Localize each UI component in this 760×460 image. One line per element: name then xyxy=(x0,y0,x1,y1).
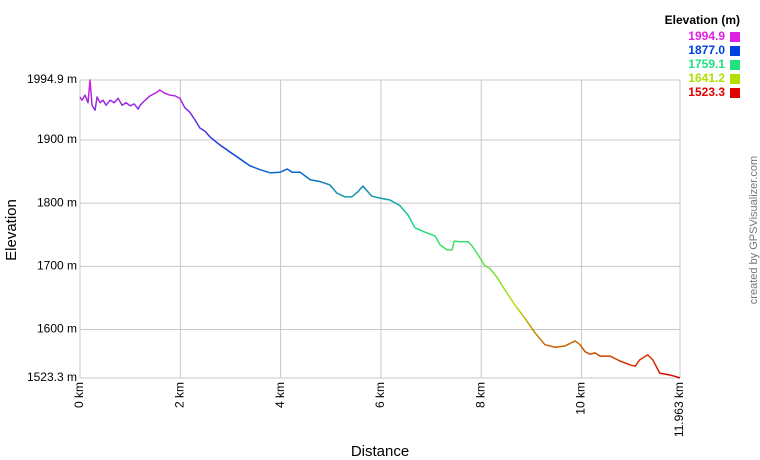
x-tick-label: 2 km xyxy=(172,382,186,408)
y-tick-label: 1700 m xyxy=(37,259,77,273)
legend-label: 1759.1 xyxy=(688,57,725,71)
y-tick-label: 1523.3 m xyxy=(27,370,77,384)
legend-label: 1523.3 xyxy=(688,85,725,99)
x-tick-label: 11.963 km xyxy=(672,382,686,437)
x-axis-label: Distance xyxy=(351,443,409,460)
legend-swatch xyxy=(730,60,740,70)
x-tick-label: 6 km xyxy=(373,382,387,408)
legend-label: 1877.0 xyxy=(688,43,725,57)
x-tick-label: 10 km xyxy=(574,382,588,415)
y-tick-label: 1800 m xyxy=(37,195,77,209)
x-tick-label: 8 km xyxy=(473,382,487,408)
legend-title: Elevation (m) xyxy=(665,13,740,27)
legend-swatch xyxy=(730,32,740,42)
credit: created by GPSVisualizer.com xyxy=(748,156,760,304)
x-tick-label: 4 km xyxy=(273,382,287,408)
legend-swatch xyxy=(730,46,740,56)
legend-swatch xyxy=(730,88,740,98)
y-axis-label: Elevation xyxy=(3,199,20,261)
y-tick-label: 1994.9 m xyxy=(27,72,77,86)
legend-label: 1994.9 xyxy=(688,29,725,43)
elevation-line xyxy=(79,79,681,379)
x-tick-label: 0 km xyxy=(72,382,86,408)
y-tick-label: 1600 m xyxy=(37,322,77,336)
legend-swatch xyxy=(730,74,740,84)
legend-label: 1641.2 xyxy=(688,71,725,85)
y-tick-label: 1900 m xyxy=(37,132,77,146)
